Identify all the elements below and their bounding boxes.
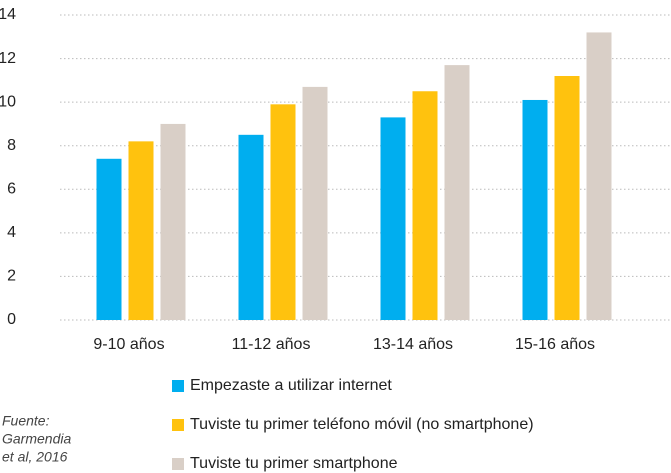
y-tick-label: 8 bbox=[7, 137, 16, 154]
legend-label: Tuviste tu primer smartphone bbox=[190, 455, 398, 472]
y-tick-label: 4 bbox=[7, 224, 16, 241]
x-tick-label: 11-12 años bbox=[232, 336, 311, 353]
bar bbox=[128, 141, 154, 320]
bar bbox=[302, 86, 328, 321]
legend-label: Empezaste a utilizar internet bbox=[190, 377, 392, 394]
source-note: et al, 2016 bbox=[2, 449, 68, 465]
legend-swatch bbox=[172, 419, 184, 431]
y-tick-label: 14 bbox=[0, 6, 16, 23]
x-tick-label: 9-10 años bbox=[93, 336, 164, 353]
x-tick-label: 13-14 años bbox=[373, 336, 453, 353]
bar bbox=[380, 117, 406, 321]
bar bbox=[554, 76, 580, 320]
y-tick-label: 6 bbox=[7, 181, 16, 198]
bar bbox=[586, 32, 612, 321]
bar bbox=[412, 91, 438, 320]
y-tick-label: 12 bbox=[0, 50, 16, 67]
legend-label: Tuviste tu primer teléfono móvil (no sma… bbox=[190, 416, 534, 433]
legend-swatch bbox=[172, 458, 184, 470]
bar bbox=[96, 158, 122, 320]
x-tick-label: 15-16 años bbox=[515, 336, 595, 353]
y-tick-label: 2 bbox=[7, 268, 16, 285]
legend-swatch bbox=[172, 380, 184, 392]
bar bbox=[160, 123, 186, 320]
y-tick-label: 10 bbox=[0, 93, 16, 110]
source-note: Fuente: bbox=[2, 413, 50, 429]
source-note: Garmendia bbox=[2, 431, 71, 447]
y-tick-label: 0 bbox=[7, 311, 16, 328]
bar bbox=[522, 99, 548, 320]
bar bbox=[270, 104, 296, 320]
bar bbox=[238, 134, 264, 320]
bar bbox=[444, 65, 470, 320]
